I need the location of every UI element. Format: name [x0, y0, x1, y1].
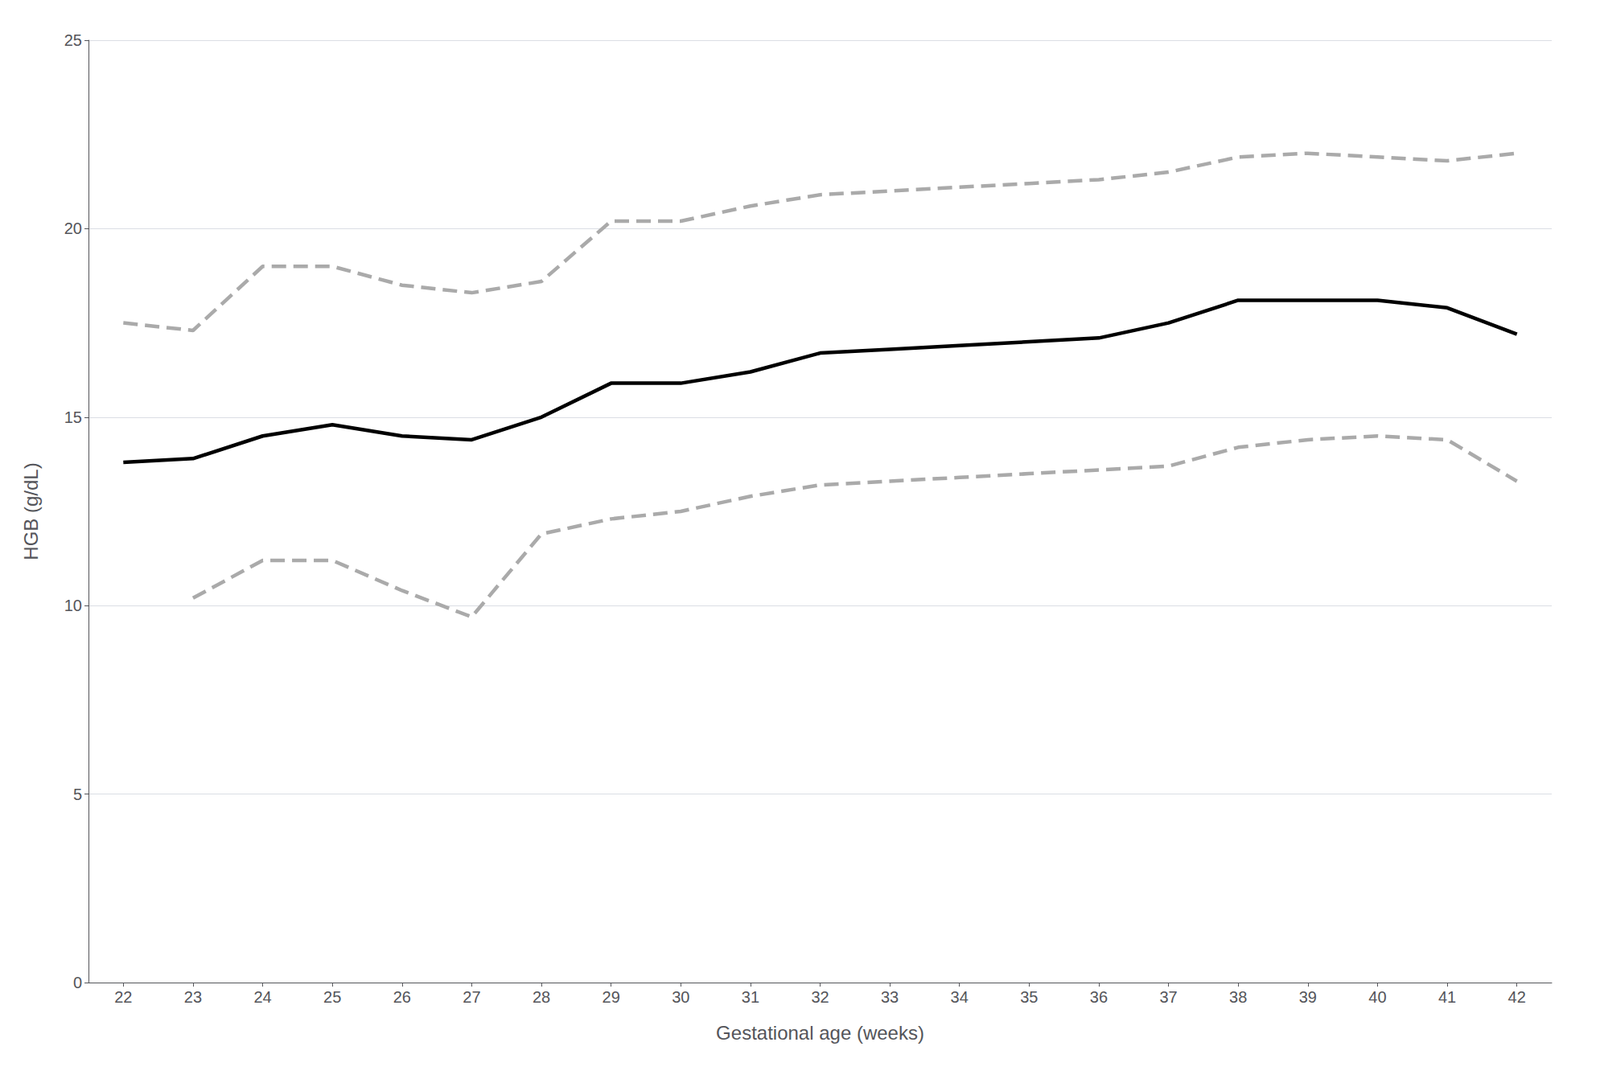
svg-text:20: 20	[64, 219, 83, 238]
svg-text:29: 29	[602, 988, 621, 1007]
svg-text:5: 5	[73, 785, 83, 804]
svg-text:22: 22	[114, 988, 132, 1007]
svg-text:HGB (g/dL): HGB (g/dL)	[20, 462, 42, 560]
svg-text:25: 25	[323, 988, 342, 1007]
svg-text:35: 35	[1020, 988, 1038, 1007]
svg-text:39: 39	[1299, 988, 1317, 1007]
svg-text:31: 31	[741, 988, 760, 1007]
svg-text:10: 10	[64, 596, 83, 615]
svg-text:15: 15	[64, 408, 83, 427]
svg-text:27: 27	[462, 988, 481, 1007]
svg-text:30: 30	[671, 988, 690, 1007]
svg-text:33: 33	[880, 988, 899, 1007]
svg-text:37: 37	[1159, 988, 1177, 1007]
svg-text:24: 24	[253, 988, 272, 1007]
svg-text:34: 34	[950, 988, 969, 1007]
svg-text:42: 42	[1508, 988, 1526, 1007]
svg-text:32: 32	[810, 988, 829, 1007]
svg-text:23: 23	[184, 988, 202, 1007]
svg-text:25: 25	[64, 31, 83, 50]
svg-text:38: 38	[1229, 988, 1247, 1007]
svg-text:28: 28	[532, 988, 551, 1007]
svg-text:36: 36	[1089, 988, 1108, 1007]
svg-text:0: 0	[73, 974, 83, 992]
svg-text:41: 41	[1438, 988, 1457, 1007]
svg-text:40: 40	[1368, 988, 1387, 1007]
svg-text:26: 26	[393, 988, 412, 1007]
svg-text:Gestational age (weeks): Gestational age (weeks)	[715, 1022, 925, 1045]
